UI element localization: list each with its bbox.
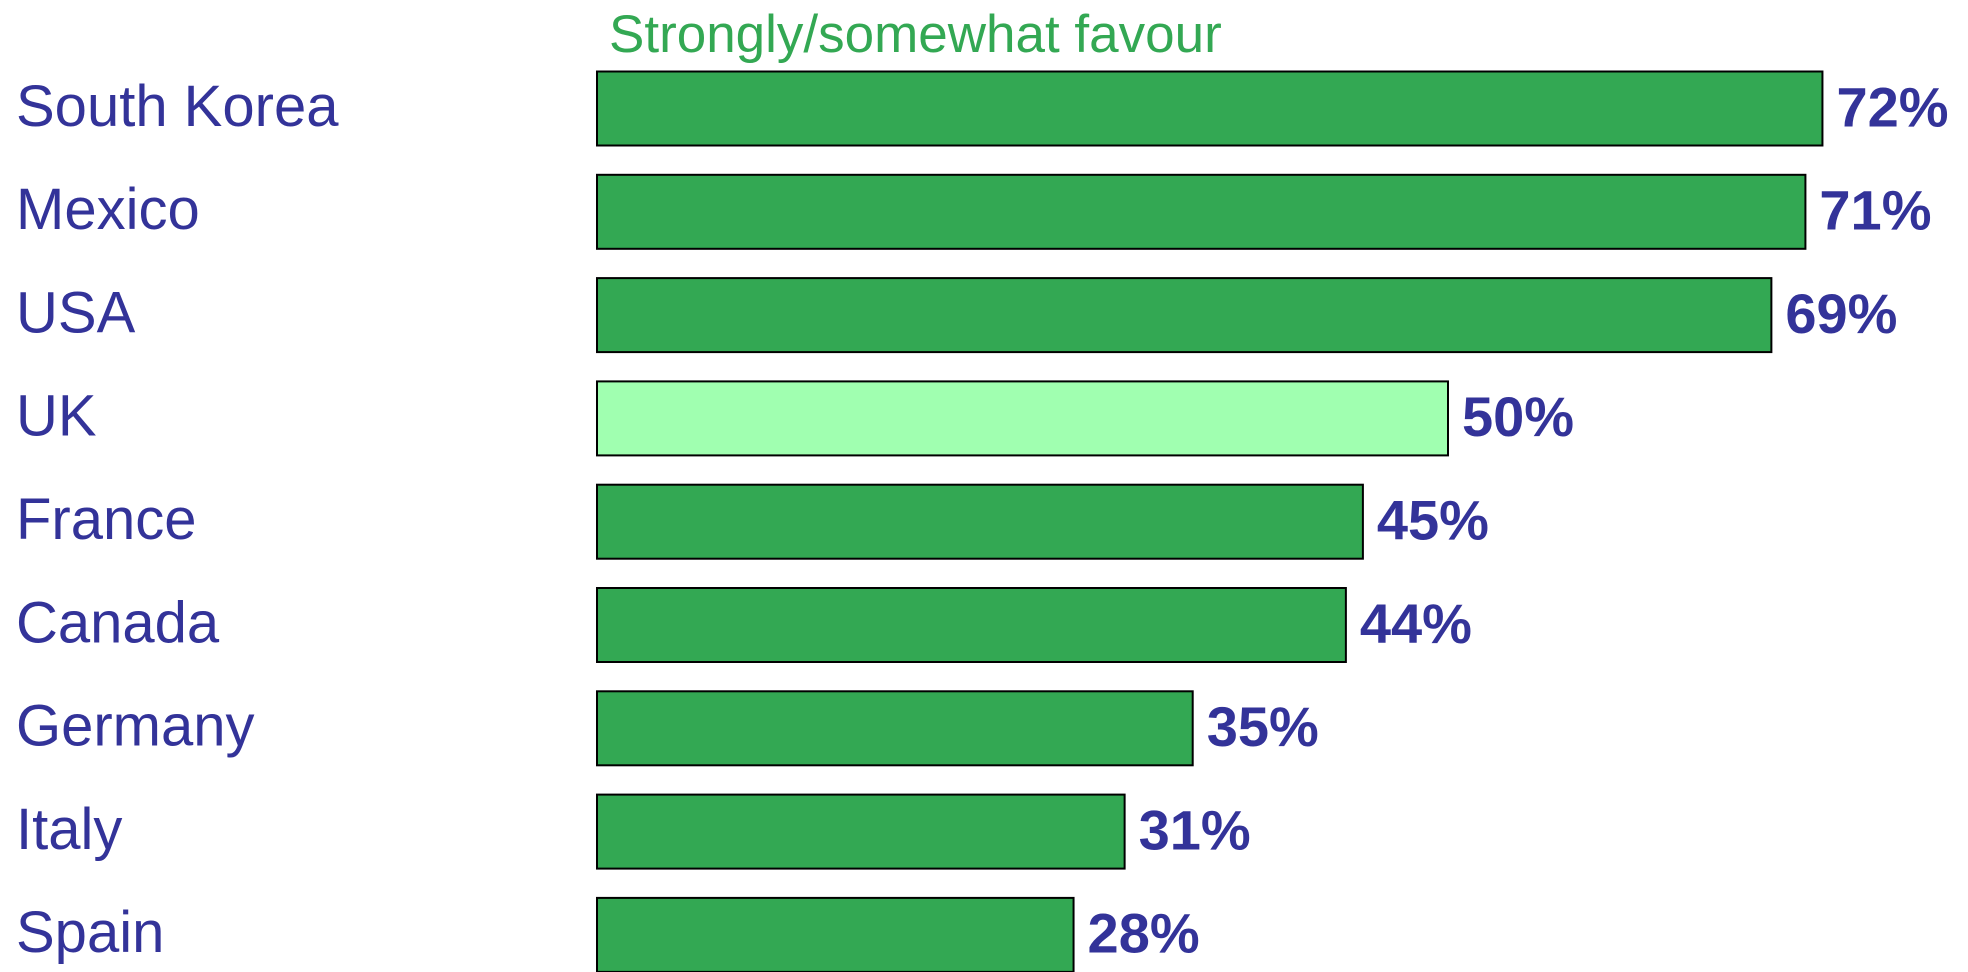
category-label: Spain [16, 900, 164, 965]
value-label: 45% [1377, 488, 1489, 551]
category-label: South Korea [16, 74, 339, 139]
value-label: 50% [1462, 385, 1574, 448]
bar [596, 690, 1194, 767]
chart-title: Strongly/somewhat favour [609, 5, 1222, 64]
value-label: 71% [1819, 179, 1931, 242]
category-label: Canada [16, 590, 220, 655]
value-label: 72% [1836, 75, 1948, 138]
bar [596, 483, 1364, 560]
category-label: UK [16, 384, 97, 449]
bar [596, 173, 1807, 250]
category-label: Mexico [16, 177, 200, 242]
value-label: 31% [1139, 798, 1251, 861]
bar [596, 587, 1347, 663]
category-label: Germany [16, 694, 255, 759]
category-label: Italy [16, 797, 122, 862]
value-label: 44% [1360, 592, 1472, 655]
value-label: 28% [1088, 902, 1200, 965]
bar [596, 277, 1773, 354]
bar [596, 793, 1126, 870]
value-label: 35% [1207, 695, 1319, 758]
value-label: 69% [1785, 282, 1897, 345]
bar [596, 896, 1075, 972]
category-label: USA [16, 280, 136, 345]
bar [596, 70, 1824, 147]
bar [596, 380, 1449, 457]
category-label: France [16, 487, 197, 552]
